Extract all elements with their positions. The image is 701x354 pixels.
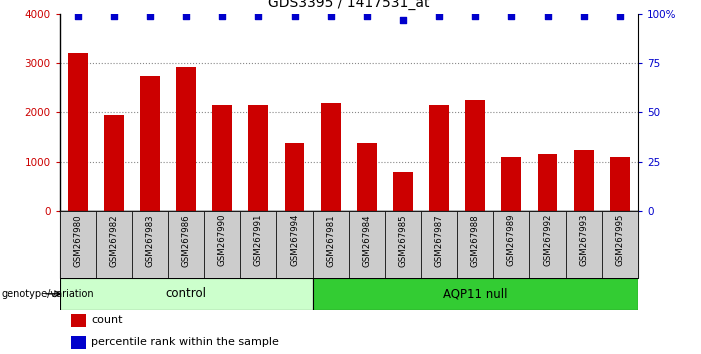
Point — [217, 13, 228, 19]
Title: GDS3395 / 1417531_at: GDS3395 / 1417531_at — [268, 0, 430, 10]
Point — [108, 13, 119, 19]
Point — [397, 17, 409, 23]
Bar — [610, 157, 629, 211]
Bar — [566, 211, 601, 278]
Bar — [313, 211, 349, 278]
Bar — [140, 75, 160, 211]
Point — [542, 13, 553, 19]
Bar — [248, 105, 268, 211]
Point — [72, 13, 83, 19]
Text: GSM267995: GSM267995 — [615, 214, 625, 267]
Bar — [421, 211, 457, 278]
Text: GSM267981: GSM267981 — [326, 214, 335, 267]
Point — [578, 13, 590, 19]
Point — [614, 13, 625, 19]
Bar — [529, 211, 566, 278]
Point — [470, 13, 481, 19]
Bar — [96, 211, 132, 278]
Text: genotype/variation: genotype/variation — [1, 289, 94, 299]
Text: GSM267980: GSM267980 — [73, 214, 82, 267]
Text: GSM267989: GSM267989 — [507, 214, 516, 267]
Point — [180, 13, 191, 19]
Bar — [276, 211, 313, 278]
Bar — [132, 211, 168, 278]
Text: GSM267990: GSM267990 — [218, 214, 226, 267]
Text: GSM267993: GSM267993 — [579, 214, 588, 267]
Bar — [573, 150, 594, 211]
Bar — [357, 143, 376, 211]
Text: GSM267984: GSM267984 — [362, 214, 372, 267]
Point — [289, 13, 300, 19]
Bar — [168, 211, 204, 278]
Bar — [494, 211, 529, 278]
Point — [325, 13, 336, 19]
Point — [144, 13, 156, 19]
Text: GSM267991: GSM267991 — [254, 214, 263, 267]
Text: GSM267986: GSM267986 — [182, 214, 191, 267]
Bar — [538, 154, 557, 211]
Bar — [385, 211, 421, 278]
Text: GSM267987: GSM267987 — [435, 214, 444, 267]
Text: GSM267985: GSM267985 — [398, 214, 407, 267]
Bar — [313, 278, 638, 310]
Bar — [68, 53, 88, 211]
Bar — [348, 211, 385, 278]
Bar — [601, 211, 638, 278]
Text: GSM267994: GSM267994 — [290, 214, 299, 267]
Text: GSM267988: GSM267988 — [471, 214, 479, 267]
Text: percentile rank within the sample: percentile rank within the sample — [91, 337, 279, 348]
Bar — [212, 105, 232, 211]
Text: GSM267992: GSM267992 — [543, 214, 552, 267]
Text: GSM267982: GSM267982 — [109, 214, 118, 267]
Bar — [429, 105, 449, 211]
Bar — [176, 67, 196, 211]
Bar — [465, 100, 485, 211]
Text: control: control — [165, 287, 207, 300]
Bar — [104, 115, 124, 211]
Bar — [285, 143, 304, 211]
Bar — [240, 211, 276, 278]
Bar — [60, 278, 313, 310]
Bar — [501, 156, 522, 211]
Text: AQP11 null: AQP11 null — [443, 287, 508, 300]
Bar — [457, 211, 494, 278]
Point — [361, 13, 372, 19]
Bar — [321, 103, 341, 211]
Bar — [72, 336, 86, 349]
Point — [506, 13, 517, 19]
Bar — [204, 211, 240, 278]
Text: GSM267983: GSM267983 — [145, 214, 154, 267]
Bar — [393, 172, 413, 211]
Bar — [60, 211, 96, 278]
Bar — [72, 314, 86, 326]
Text: count: count — [91, 315, 123, 325]
Point — [433, 13, 444, 19]
Point — [253, 13, 264, 19]
